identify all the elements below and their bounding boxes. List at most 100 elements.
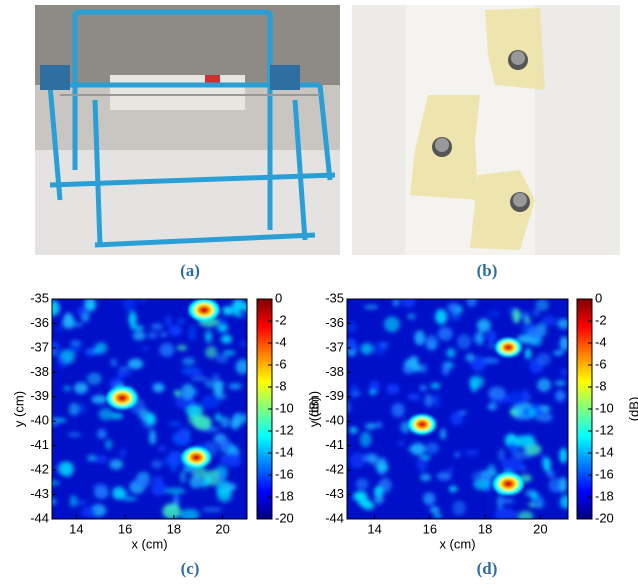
hotspot <box>192 454 200 461</box>
speckle <box>531 403 539 410</box>
speckle <box>123 299 136 312</box>
speckle <box>452 500 466 516</box>
speckle <box>98 407 114 421</box>
speckle <box>55 326 63 332</box>
y-tick-label: -44 <box>30 510 49 525</box>
speckle <box>119 448 127 458</box>
speckle <box>92 454 108 464</box>
speckle <box>117 368 126 381</box>
speckle <box>204 474 212 485</box>
y-tick-label: -42 <box>325 462 344 477</box>
speckle <box>128 311 137 327</box>
speckle <box>85 347 96 357</box>
speckle <box>501 458 524 473</box>
x-tick-label: 14 <box>367 521 381 536</box>
speckle <box>497 498 515 504</box>
colorbar-tick-label: -10 <box>595 400 614 415</box>
speckle <box>80 506 96 518</box>
speckle <box>416 456 428 472</box>
speckle <box>450 314 462 321</box>
y-tick-label: -41 <box>30 437 49 452</box>
speckle <box>205 345 218 359</box>
speckle <box>537 378 552 392</box>
colorbar-tick-label: -2 <box>275 312 287 327</box>
speckle <box>486 330 497 343</box>
speckle <box>219 439 232 454</box>
colorbar-tick-label: -18 <box>595 488 614 503</box>
speckle <box>59 354 66 370</box>
speckle <box>221 334 232 344</box>
colorbar-tick-label: -2 <box>595 312 607 327</box>
speckle <box>223 350 236 355</box>
speckle <box>174 390 181 397</box>
speckle <box>554 380 567 386</box>
speckle <box>553 350 564 356</box>
y-tick-label: -35 <box>30 290 49 305</box>
speckle <box>457 334 472 350</box>
x-tick-label: 18 <box>167 521 181 536</box>
speckle <box>420 363 428 374</box>
speckle <box>52 300 60 316</box>
y-tick-label: -35 <box>325 290 344 305</box>
colorbar-tick-label: -16 <box>595 466 614 481</box>
speckle <box>559 447 568 464</box>
speckle <box>373 340 387 356</box>
heatmap <box>347 299 568 519</box>
speckle <box>110 358 118 368</box>
speckle <box>374 486 384 497</box>
speckle <box>189 475 202 489</box>
colorbar-tick-label: -10 <box>275 400 294 415</box>
heatmap-texture <box>347 299 568 519</box>
speckle <box>506 391 528 405</box>
speckle <box>240 340 247 347</box>
colorbar-tick-label: 0 <box>275 290 282 305</box>
speckle <box>349 452 366 469</box>
speckle <box>168 450 177 466</box>
y-tick-label: -36 <box>325 315 344 330</box>
y-tick-label: -37 <box>325 339 344 354</box>
colorbar-label: (dB) <box>626 397 638 422</box>
speckle <box>477 318 491 333</box>
speckle <box>407 393 421 401</box>
speckle <box>63 386 71 391</box>
speckle <box>470 378 479 393</box>
speckle <box>164 487 186 495</box>
speckle <box>242 303 247 312</box>
speckle <box>426 493 435 506</box>
speckle <box>546 470 555 478</box>
speckle <box>109 459 123 470</box>
speckle <box>424 334 439 351</box>
speckle <box>73 322 84 328</box>
hotspot <box>505 345 512 350</box>
speckle <box>139 299 147 302</box>
caption: (b) <box>477 261 498 280</box>
speckle <box>406 313 416 320</box>
speckle <box>235 359 247 375</box>
speckle <box>181 383 195 400</box>
speckle <box>177 427 190 442</box>
speckle <box>523 317 531 323</box>
speckle <box>157 445 167 452</box>
speckle <box>78 403 87 414</box>
speckle <box>76 306 88 315</box>
speckle <box>560 367 568 378</box>
speckle <box>67 432 82 438</box>
y-tick-label: -39 <box>30 388 49 403</box>
speckle <box>151 459 163 469</box>
speckle <box>355 478 369 490</box>
speckle <box>554 389 566 402</box>
speckle <box>407 446 422 452</box>
speckle <box>217 323 228 333</box>
speckle <box>449 303 458 317</box>
speckle <box>52 498 57 505</box>
speckle <box>397 440 405 446</box>
speckle <box>76 499 88 506</box>
hotspot <box>200 307 208 313</box>
speckle <box>449 485 458 492</box>
speckle <box>142 346 150 352</box>
speckle <box>217 393 227 400</box>
speckle <box>425 442 439 454</box>
x-axis-label: x (cm) <box>131 536 167 551</box>
hotspot <box>118 395 127 401</box>
